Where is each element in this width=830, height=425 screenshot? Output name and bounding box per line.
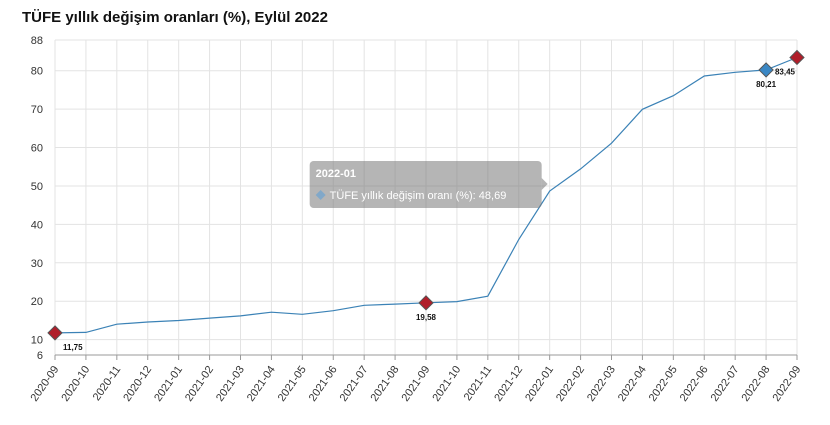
data-label: 19,58 — [416, 313, 437, 322]
data-label: 11,75 — [63, 343, 83, 352]
y-tick-label: 60 — [31, 143, 43, 155]
x-tick-label: 2020-09 — [28, 364, 61, 404]
x-tick-label: 2020-10 — [59, 364, 92, 404]
y-tick-label: 6 — [37, 350, 43, 362]
data-point-marker — [758, 62, 774, 78]
x-tick-label: 2021-02 — [183, 364, 216, 404]
markers-layer: 11,75 19,58 80,21 83,45 — [47, 49, 805, 352]
x-tick-label: 2022-06 — [678, 364, 711, 404]
x-tick-label: 2021-06 — [307, 364, 340, 404]
x-axis: 2020-092020-102020-112020-122021-012021-… — [28, 354, 803, 404]
x-tick-label: 2021-04 — [245, 364, 278, 404]
data-point-marker — [789, 49, 805, 66]
x-tick-label: 2022-05 — [647, 364, 680, 404]
y-tick-label: 88 — [31, 35, 43, 47]
x-tick-label: 2021-12 — [492, 364, 525, 404]
y-tick-label: 80 — [31, 66, 43, 78]
tooltip: 2022-01 TÜFE yıllık değişim oranı (%): 48… — [309, 161, 548, 209]
x-tick-label: 2021-09 — [399, 364, 432, 404]
x-tick-label: 2022-09 — [770, 364, 803, 404]
x-tick-label: 2022-04 — [616, 364, 649, 404]
x-tick-label: 2022-01 — [523, 364, 556, 404]
y-tick-label: 70 — [31, 104, 43, 116]
x-tick-label: 2020-12 — [121, 364, 154, 404]
tooltip-arrow — [541, 178, 548, 191]
x-tick-label: 2020-11 — [91, 364, 124, 403]
tooltip-title: 2022-01 — [316, 168, 356, 180]
x-tick-label: 2022-08 — [740, 364, 773, 404]
chart-title: TÜFE yıllık değişim oranları (%), Eylül … — [22, 9, 328, 26]
x-tick-label: 2021-01 — [152, 364, 185, 404]
tooltip-series-icon — [315, 190, 326, 201]
data-label: 83,45 — [775, 67, 796, 76]
y-tick-label: 30 — [31, 258, 43, 270]
data-point-marker — [47, 325, 63, 341]
data-label: 80,21 — [756, 80, 777, 89]
tooltip-box — [309, 161, 542, 209]
x-tick-label: 2022-07 — [709, 364, 742, 404]
y-tick-label: 20 — [31, 296, 43, 308]
x-tick-label: 2021-07 — [338, 364, 371, 404]
tooltip-text: TÜFE yıllık değişim oranı (%): 48,69 — [330, 190, 507, 202]
y-axis: 6 10 20 30 40 50 60 70 80 88 — [31, 35, 43, 362]
data-point-marker — [418, 295, 434, 311]
x-tick-label: 2022-03 — [585, 364, 618, 404]
y-tick-label: 50 — [31, 181, 43, 193]
x-tick-label: 2021-05 — [276, 364, 309, 404]
y-tick-label: 40 — [31, 219, 43, 231]
x-tick-label: 2021-10 — [430, 364, 463, 404]
x-tick-label: 2021-11 — [462, 364, 495, 403]
y-tick-label: 10 — [31, 335, 43, 347]
x-tick-label: 2022-02 — [554, 364, 587, 404]
x-tick-label: 2021-08 — [369, 364, 402, 404]
x-tick-label: 2021-03 — [214, 364, 247, 404]
